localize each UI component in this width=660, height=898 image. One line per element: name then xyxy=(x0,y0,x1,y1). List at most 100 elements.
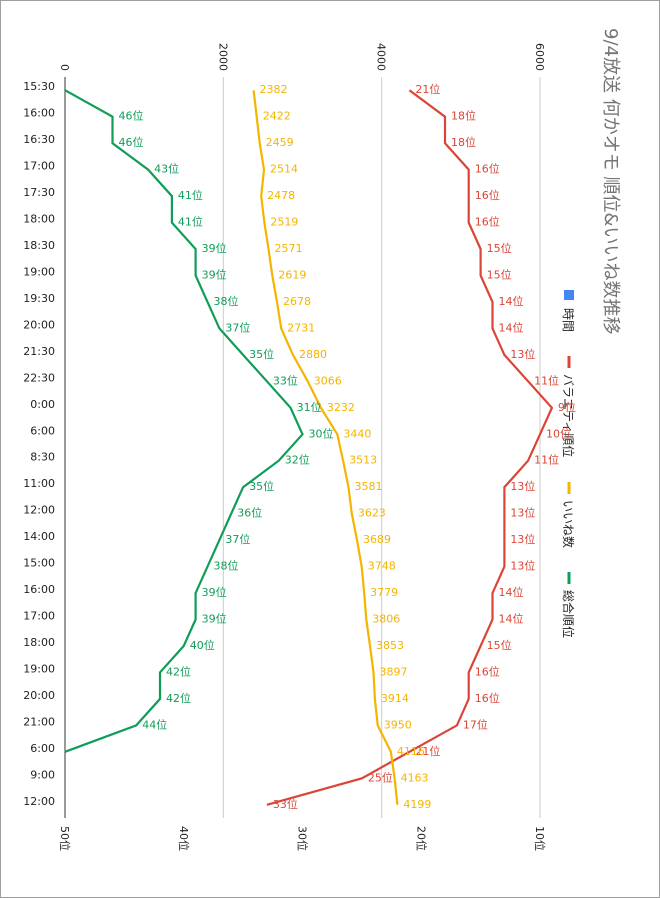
data-label: 40位 xyxy=(190,638,215,652)
category-tick: 15:30 xyxy=(23,80,55,93)
right-axis-tick: 40位 xyxy=(177,826,191,851)
right-axis-tick: 20位 xyxy=(414,826,428,851)
category-tick: 18:30 xyxy=(23,239,55,252)
data-label: 10位 xyxy=(546,426,571,440)
data-label: 2422 xyxy=(263,110,291,123)
data-label: 9位 xyxy=(558,400,576,414)
data-label: 3914 xyxy=(381,692,409,705)
category-tick: 8:30 xyxy=(30,451,55,464)
data-label: 4163 xyxy=(401,771,429,784)
category-tick: 21:30 xyxy=(23,345,55,358)
data-label: 41位 xyxy=(178,188,203,202)
data-label: 14位 xyxy=(499,612,524,626)
category-tick: 18:00 xyxy=(23,636,55,649)
data-label: 14位 xyxy=(499,585,524,599)
right-axis-tick: 30位 xyxy=(296,826,310,851)
data-label: 2382 xyxy=(260,83,288,96)
data-label: 2478 xyxy=(267,189,295,202)
data-label: 35位 xyxy=(249,479,274,493)
data-label: 16位 xyxy=(475,162,500,176)
category-tick: 16:00 xyxy=(23,583,55,596)
data-label: 42位 xyxy=(166,664,191,678)
data-label: 46位 xyxy=(119,135,144,149)
data-label: 3897 xyxy=(380,665,408,678)
data-label: 41位 xyxy=(178,215,203,229)
data-label: 16位 xyxy=(475,691,500,705)
data-label: 11位 xyxy=(534,373,559,387)
category-tick: 6:00 xyxy=(30,424,55,437)
category-tick: 17:30 xyxy=(23,186,55,199)
data-label: 33位 xyxy=(273,797,298,811)
data-label: 14位 xyxy=(499,294,524,308)
data-label: 14位 xyxy=(499,320,524,334)
data-label: 30位 xyxy=(309,426,334,440)
data-label: 21位 xyxy=(415,82,440,96)
category-tick: 16:00 xyxy=(23,107,55,120)
data-label: 3950 xyxy=(384,718,412,731)
category-tick: 9:00 xyxy=(30,768,55,781)
data-label: 42位 xyxy=(166,691,191,705)
data-label: 37位 xyxy=(225,532,250,546)
data-label: 16位 xyxy=(475,215,500,229)
data-label: 25位 xyxy=(368,770,393,784)
data-label: 2619 xyxy=(278,268,306,281)
data-label: 16位 xyxy=(475,664,500,678)
data-label: 2514 xyxy=(270,163,298,176)
data-label: 18位 xyxy=(451,135,476,149)
data-label: 2519 xyxy=(270,216,298,229)
category-tick: 14:00 xyxy=(23,530,55,543)
data-label: 33位 xyxy=(273,373,298,387)
left-axis-tick: 0 xyxy=(58,64,71,71)
data-label: 3581 xyxy=(354,480,382,493)
data-label: 38位 xyxy=(214,559,239,573)
data-label: 37位 xyxy=(225,320,250,334)
category-tick: 11:00 xyxy=(23,477,55,490)
data-label: 16位 xyxy=(475,188,500,202)
data-label: 32位 xyxy=(285,453,310,467)
data-label: 3779 xyxy=(370,586,398,599)
data-label: 44位 xyxy=(142,717,167,731)
data-label: 2731 xyxy=(287,321,315,334)
category-tick: 20:00 xyxy=(23,318,55,331)
data-label: 4199 xyxy=(403,798,431,811)
legend-label: 総合順位 xyxy=(561,590,576,638)
data-label: 3748 xyxy=(368,560,396,573)
category-tick: 0:00 xyxy=(30,398,55,411)
data-label: 3066 xyxy=(314,374,342,387)
data-label: 15位 xyxy=(487,241,512,255)
left-axis-tick: 2000 xyxy=(216,43,229,71)
series-line xyxy=(266,89,554,806)
data-label: 3806 xyxy=(372,613,400,626)
data-label: 46位 xyxy=(119,109,144,123)
data-label: 3232 xyxy=(327,401,355,414)
data-label: 31位 xyxy=(297,400,322,414)
category-tick: 19:30 xyxy=(23,292,55,305)
data-label: 13位 xyxy=(510,347,535,361)
data-label: 11位 xyxy=(534,453,559,467)
category-tick: 20:00 xyxy=(23,689,55,702)
data-label: 21位 xyxy=(415,744,440,758)
data-label: 36位 xyxy=(237,506,262,520)
data-label: 3853 xyxy=(376,639,404,652)
legend-label: バラエティ順位 xyxy=(561,374,576,457)
data-label: 4116 xyxy=(397,745,425,758)
data-label: 17位 xyxy=(463,717,488,731)
category-tick: 18:00 xyxy=(23,213,55,226)
right-axis-tick: 50位 xyxy=(58,826,72,851)
data-label: 39位 xyxy=(202,612,227,626)
data-label: 39位 xyxy=(202,267,227,281)
data-label: 39位 xyxy=(202,585,227,599)
data-label: 15位 xyxy=(487,267,512,281)
legend-label: いいね数 xyxy=(561,500,576,548)
category-tick: 12:00 xyxy=(23,504,55,517)
data-label: 38位 xyxy=(214,294,239,308)
series-line xyxy=(252,90,399,805)
chart-title: 9/4放送 何かオモ 順位&いいね数推移 xyxy=(600,28,621,334)
category-tick: 17:00 xyxy=(23,610,55,623)
category-tick: 19:00 xyxy=(23,265,55,278)
data-label: 15位 xyxy=(487,638,512,652)
data-label: 3513 xyxy=(349,454,377,467)
category-tick: 17:00 xyxy=(23,160,55,173)
